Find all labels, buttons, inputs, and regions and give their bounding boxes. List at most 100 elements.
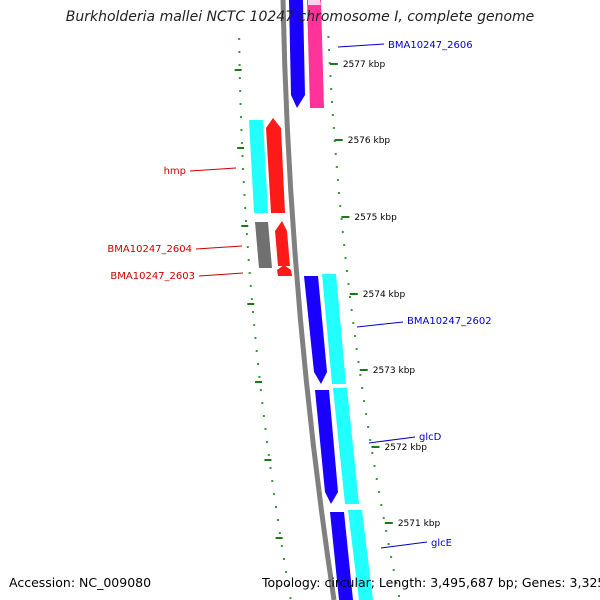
rail-dot (269, 467, 272, 469)
rail-dot (239, 103, 242, 105)
rail-dot (365, 413, 368, 415)
gene-feature (249, 120, 268, 213)
rail-dot (359, 374, 362, 376)
rail-dot (262, 415, 265, 417)
rail-dot (259, 389, 262, 391)
rail-dash (264, 459, 272, 461)
cds-feature (277, 265, 292, 276)
rail-dot (273, 493, 276, 495)
rail-dot (382, 517, 385, 519)
rail-dot (248, 272, 251, 274)
gene-label-leader (380, 541, 428, 549)
gene-label-leader (337, 43, 385, 48)
rail-dot (258, 376, 261, 378)
kbp-tick-label: 2574 kbp (363, 290, 406, 300)
accession-text: Accession: NC_009080 (9, 575, 152, 590)
rail-dot (385, 530, 388, 532)
genome-summary-text: Topology: circular; Length: 3,495,687 bp… (262, 575, 600, 590)
rail-dash (275, 537, 283, 539)
cds-feature (304, 276, 327, 384)
rail-dash (241, 225, 249, 227)
rail-dot (238, 51, 241, 53)
rail-dot (352, 322, 355, 324)
rail-dot (245, 233, 248, 235)
rail-dot (287, 584, 290, 586)
kbp-tick-label: 2571 kbp (398, 519, 441, 529)
rail-dot (253, 324, 256, 326)
rail-dot (332, 127, 335, 129)
gene-label: BMA10247_2603 (110, 271, 195, 282)
kbp-tick-label: 2575 kbp (354, 213, 397, 223)
rail-dot (339, 205, 342, 207)
rail-dot (249, 285, 252, 287)
rail-dot (341, 231, 344, 233)
rail-dot (266, 441, 269, 443)
rail-dot (278, 532, 281, 534)
rail-dot (355, 348, 358, 350)
rail-dot (328, 49, 331, 51)
rail-dash (254, 381, 262, 383)
rail-dot (327, 36, 330, 38)
gene-feature (322, 274, 346, 384)
rail-dot (395, 582, 398, 584)
cds-feature (275, 221, 290, 266)
cds-feature (308, 0, 321, 5)
kbp-tick (384, 522, 393, 524)
kbp-tick (349, 293, 358, 295)
gene-label: BMA10247_2602 (407, 316, 492, 327)
rail-dot (285, 571, 288, 573)
gene-label-leader (356, 321, 404, 328)
rail-dash (234, 69, 242, 71)
rail-dot (255, 350, 258, 352)
rail-dot (243, 194, 246, 196)
rail-dot (375, 478, 378, 480)
rail-dot (240, 142, 243, 144)
rail-dot (271, 480, 274, 482)
rail-dot (387, 543, 390, 545)
rail-dot (239, 116, 242, 118)
rail-dot (344, 257, 347, 259)
cds-feature (330, 512, 353, 600)
cds-feature (266, 118, 285, 213)
map-title: Burkholderia mallei NCTC 10247 chromosom… (65, 9, 535, 25)
rail-dot (276, 519, 279, 521)
kbp-tick-label: 2572 kbp (385, 443, 428, 453)
rail-dot (244, 220, 247, 222)
rail-dot (246, 246, 249, 248)
feature-track (249, 0, 373, 600)
rail-dot (334, 153, 337, 155)
rail-dot (267, 454, 270, 456)
rail-dot (331, 114, 334, 116)
rail-dot (264, 428, 267, 430)
rail-dot (336, 179, 339, 181)
rail-dot (239, 90, 242, 92)
rail-dot (347, 283, 350, 285)
rail-dot (241, 155, 244, 157)
gene-label: glcD (419, 432, 442, 443)
rail-dot (261, 402, 264, 404)
rail-dot (250, 298, 253, 300)
rail-dot (280, 545, 283, 547)
kbp-tick (371, 446, 380, 448)
kbp-tick-label: 2576 kbp (348, 136, 391, 146)
rail-dot (247, 259, 250, 261)
rail-dot (238, 64, 241, 66)
cds-feature (307, 0, 324, 108)
rail-dot (371, 452, 374, 454)
rail-dot (349, 296, 352, 298)
rail-dot (330, 88, 333, 90)
rail-dot (335, 166, 338, 168)
rail-dot (238, 38, 241, 40)
rail-dot (369, 439, 372, 441)
rail-dot (392, 569, 395, 571)
rail-dot (331, 101, 334, 103)
kbp-tick (341, 216, 350, 218)
rail-dot (257, 363, 260, 365)
rail-dot (353, 335, 356, 337)
tick-marks: 2577 kbp 2576 kbp 2575 kbp 2574 kbp 2573 kbp… (329, 60, 441, 529)
gene-label: glcE (431, 538, 452, 549)
rail-dot (397, 595, 400, 597)
rail-dot (251, 311, 254, 313)
rail-dot (363, 400, 366, 402)
